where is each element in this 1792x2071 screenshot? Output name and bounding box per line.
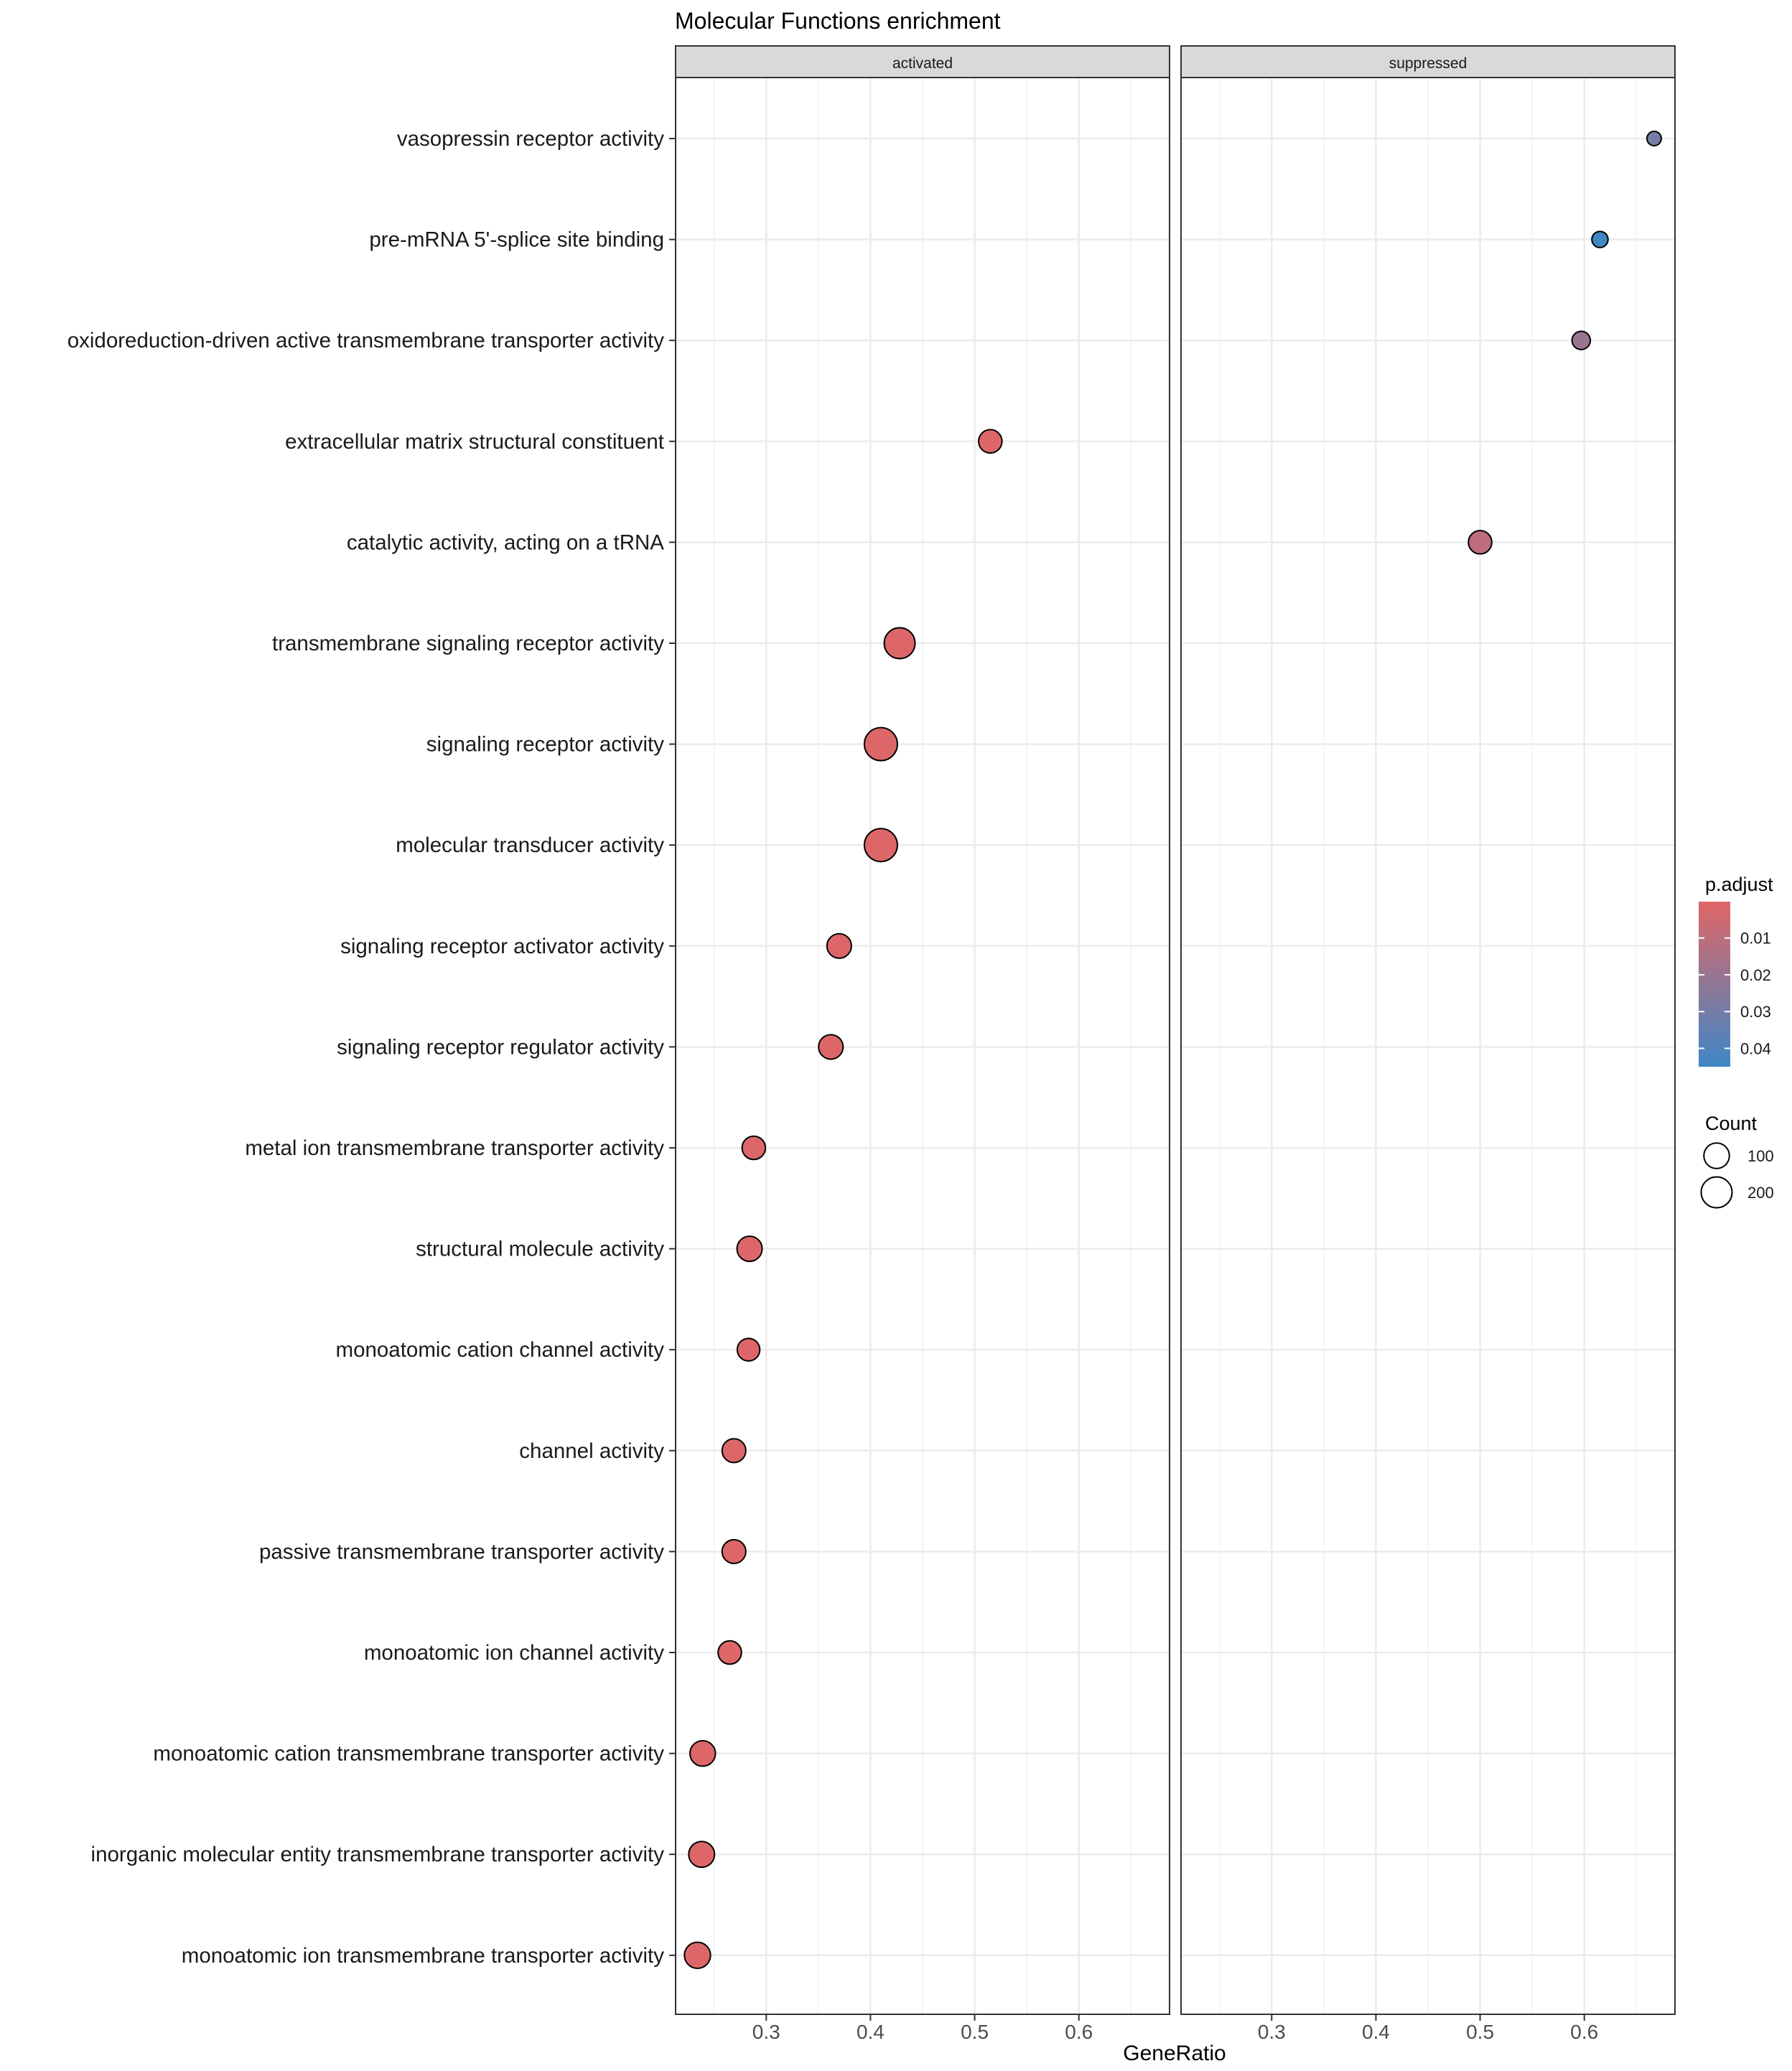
data-point <box>978 429 1003 454</box>
y-tick-label: vasopressin receptor activity <box>397 127 664 151</box>
data-point <box>826 932 852 959</box>
facet-panel-suppressed: suppressed 0.3 0.4 0.5 0.6 <box>1180 45 1676 2043</box>
x-tick-label: 0.3 <box>752 2021 780 2043</box>
color-legend-label: 0.04 <box>1740 1039 1771 1057</box>
data-point <box>883 627 916 660</box>
y-tick-label: transmembrane signaling receptor activit… <box>272 632 664 655</box>
color-legend-label: 0.03 <box>1740 1003 1771 1021</box>
data-point <box>688 1841 716 1869</box>
panel-border-activated <box>675 77 1170 2015</box>
panel-border-suppressed <box>1180 77 1676 2015</box>
y-tick-label: signaling receptor activity <box>426 733 664 757</box>
x-tick-label: 0.3 <box>1258 2021 1286 2043</box>
data-point <box>736 1337 761 1362</box>
data-point <box>683 1941 711 1969</box>
y-tick-label: inorganic molecular entity transmembrane… <box>91 1843 665 1866</box>
x-tick-label: 0.4 <box>857 2021 885 2043</box>
data-point <box>818 1034 844 1060</box>
y-tick-label: monoatomic cation channel activity <box>336 1338 665 1362</box>
facet-strip-activated <box>675 45 1170 78</box>
y-tick-label: signaling receptor regulator activity <box>337 1035 664 1059</box>
data-point <box>1467 530 1493 555</box>
data-point <box>717 1640 742 1665</box>
y-tick-label: signaling receptor activator activity <box>340 935 664 958</box>
color-legend-label: 0.02 <box>1740 966 1771 984</box>
data-point <box>741 1135 767 1161</box>
x-axis-label: GeneRatio <box>1123 2042 1226 2065</box>
y-tick-label: extracellular matrix structural constitu… <box>285 430 664 454</box>
y-tick-label: monoatomic cation transmembrane transpor… <box>153 1742 664 1766</box>
chart-title: Molecular Functions enrichment <box>675 8 1001 34</box>
x-tick-label: 0.6 <box>1065 2021 1093 2043</box>
size-legend-label: 200 <box>1747 1184 1774 1202</box>
y-tick-label: structural molecule activity <box>416 1238 664 1261</box>
data-point <box>736 1235 763 1263</box>
size-legend-key <box>1703 1142 1730 1169</box>
y-tick-label: oxidoreduction-driven active transmembra… <box>67 329 665 352</box>
y-tick-label: monoatomic ion transmembrane transporter… <box>182 1944 664 1968</box>
data-point <box>721 1538 747 1564</box>
x-tick-label: 0.6 <box>1570 2021 1598 2043</box>
facet-strip-label-suppressed: suppressed <box>1389 55 1467 72</box>
data-point <box>1571 330 1592 350</box>
y-tick-label: passive transmembrane transporter activi… <box>259 1540 664 1563</box>
x-tick-label: 0.5 <box>1466 2021 1494 2043</box>
facet-strip-label-activated: activated <box>892 55 953 72</box>
legend-size-title: Count <box>1705 1113 1758 1134</box>
data-point <box>721 1438 747 1464</box>
data-point <box>1646 131 1662 146</box>
color-legend-label: 0.01 <box>1740 930 1771 948</box>
y-tick-label: monoatomic ion channel activity <box>364 1641 664 1665</box>
y-tick-label: pre-mRNA 5'-splice site binding <box>369 228 664 252</box>
size-legend-key <box>1700 1176 1733 1209</box>
x-tick-label: 0.4 <box>1362 2021 1390 2043</box>
y-tick-label: catalytic activity, acting on a tRNA <box>347 530 664 554</box>
size-legend-label: 100 <box>1747 1147 1774 1165</box>
y-tick-label: metal ion transmembrane transporter acti… <box>245 1136 664 1160</box>
y-tick-label: molecular transducer activity <box>396 833 664 857</box>
x-tick-label: 0.5 <box>961 2021 989 2043</box>
data-point <box>689 1739 717 1767</box>
data-point <box>863 726 898 762</box>
facet-panel-activated: activated 0.3 0.4 0.5 0.6 <box>675 45 1170 2043</box>
color-legend-bar <box>1699 902 1730 1067</box>
data-point <box>1591 230 1609 248</box>
y-tick-label: channel activity <box>519 1439 664 1463</box>
data-point <box>863 828 898 863</box>
legend-color-title: p.adjust <box>1705 874 1773 895</box>
